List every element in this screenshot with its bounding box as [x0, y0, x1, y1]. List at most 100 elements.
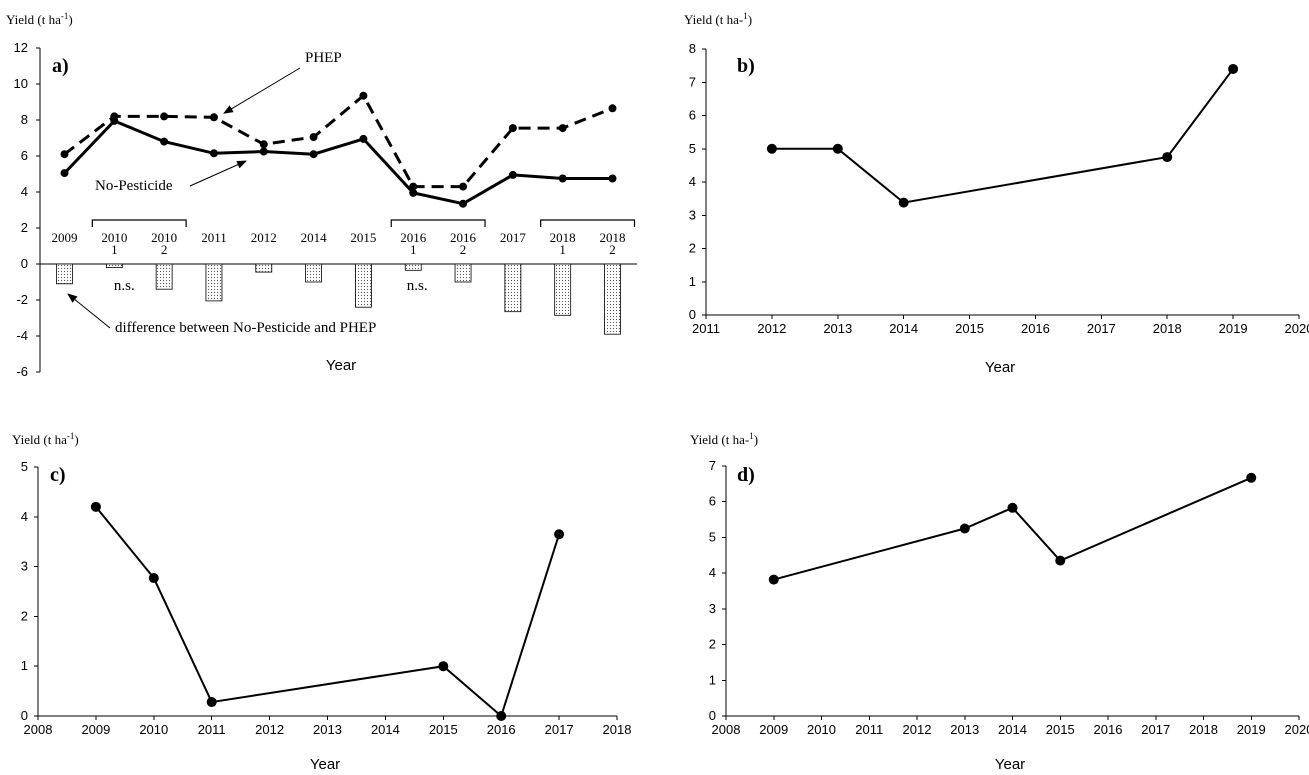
x-tick-label: 2012 [255, 722, 284, 737]
yield-point [898, 197, 909, 208]
x-tick-label: 2015 [429, 722, 458, 737]
yield-point [206, 697, 217, 708]
panel-a-difference-bars [56, 263, 621, 335]
y-tick-label: 1 [21, 658, 28, 673]
y-tick-label: 6 [689, 108, 696, 123]
y-tick-label: 4 [21, 184, 28, 199]
y-tick-label: 2 [709, 637, 716, 652]
y-tick-label: 5 [709, 529, 716, 544]
y-tick-label: 1 [709, 672, 716, 687]
y-tick-label: 0 [21, 256, 28, 271]
season-bracket [390, 219, 486, 227]
x-tick-label: 2010 [807, 722, 836, 737]
no-pesticide-point [259, 147, 268, 156]
difference-bar [255, 263, 273, 273]
x-tick-label: 2020 [1285, 722, 1309, 737]
panel-c-label: c) [50, 464, 66, 486]
panel-a-y-axis-title: Yield (t ha-1) [6, 11, 73, 27]
phep-point [508, 124, 517, 133]
x-tick-label: 2015 [1046, 722, 1075, 737]
no-pesticide-point [409, 188, 418, 197]
category-season-label: 2 [460, 242, 467, 257]
x-tick-label: 2018 [1189, 722, 1218, 737]
category-year-label: 2011 [201, 230, 227, 245]
x-tick-label: 2011 [692, 321, 720, 336]
y-tick-label: -2 [16, 292, 28, 307]
x-tick-label: 2013 [950, 722, 979, 737]
panel-c-x-axis-title: Year [310, 756, 340, 773]
panel-a-label: a) [52, 55, 69, 77]
y-tick-label: 3 [689, 207, 696, 222]
x-tick-label: 2015 [955, 321, 984, 336]
phep-point [558, 124, 567, 133]
category-year-label: 2009 [52, 230, 78, 245]
y-tick-label: 2 [21, 220, 28, 235]
yield-point [438, 661, 449, 672]
x-tick-label: 2012 [903, 722, 932, 737]
x-tick-label: 2018 [603, 722, 632, 737]
x-tick-label: 2020 [1285, 321, 1309, 336]
yield-point [1055, 555, 1066, 566]
x-tick-label: 2012 [757, 321, 786, 336]
x-tick-label: 2009 [81, 722, 110, 737]
x-tick-label: 2014 [998, 722, 1027, 737]
y-tick-label: 3 [21, 559, 28, 574]
x-tick-label: 2017 [1087, 321, 1116, 336]
panel-b-y-axis-title: Yield (t ha-1) [684, 11, 752, 27]
ns-label: n.s. [407, 278, 428, 294]
yield-line [95, 506, 561, 718]
x-tick-label: 2018 [1153, 321, 1182, 336]
yield-point [959, 523, 970, 534]
x-tick-label: 2016 [487, 722, 516, 737]
phep-point [608, 104, 617, 113]
no-pesticide-point [160, 137, 169, 146]
y-tick-label: 4 [21, 509, 28, 524]
no-pesticide-point [359, 134, 368, 143]
x-tick-label: 2014 [889, 321, 918, 336]
difference-bar [56, 263, 73, 285]
difference-arrow [67, 293, 111, 329]
y-tick-label: 6 [21, 148, 28, 163]
yield-point [1228, 63, 1239, 74]
yield-point [768, 574, 779, 585]
category-season-label: 2 [161, 242, 168, 257]
difference-bar [504, 263, 522, 313]
x-tick-label: 2017 [545, 722, 574, 737]
panel-d-plot: 0 1 2 3 4 5 6 7 2008 2009 2010 2011 2012 2013 2014 2015… [709, 458, 1309, 737]
y-tick-label: 0 [709, 708, 716, 723]
y-tick-label: 3 [709, 601, 716, 616]
panel-a-yield-lines [60, 91, 617, 208]
yield-point [496, 711, 507, 721]
difference-bar [305, 263, 322, 283]
phep-point [359, 91, 368, 100]
no-pesticide-point [309, 150, 318, 159]
difference-bar [155, 263, 173, 290]
panel-a-y-axis: -6 -4 -2 0 2 4 6 8 10 12 [14, 40, 41, 379]
difference-bar [355, 263, 372, 308]
y-tick-label: 10 [14, 76, 28, 91]
y-tick-label: 8 [689, 41, 696, 56]
no-pesticide-arrow [189, 160, 247, 187]
category-season-label: 1 [559, 242, 566, 257]
y-tick-label: 8 [21, 112, 28, 127]
phep-arrow [223, 67, 301, 114]
y-tick-label: 2 [689, 241, 696, 256]
phep-point [459, 182, 468, 191]
panel-d-label: d) [737, 464, 755, 486]
season-bracket [91, 219, 187, 227]
yield-line [771, 68, 1234, 204]
ns-label: n.s. [114, 278, 135, 294]
y-tick-label: 2 [21, 608, 28, 623]
phep-point [160, 112, 169, 121]
category-year-label: 2017 [500, 230, 527, 245]
category-season-label: 2 [609, 242, 616, 257]
panel-d-x-axis-title: Year [995, 756, 1025, 773]
panel-c: Yield (t ha-1) c) Year 0 1 2 3 4 5 2008 2009 201… [12, 431, 631, 773]
category-year-label: 2016 [450, 230, 477, 245]
x-tick-label: 2011 [855, 722, 883, 737]
x-tick-label: 2013 [313, 722, 342, 737]
phep-point [60, 150, 69, 159]
category-year-label: 2010 [101, 230, 127, 245]
